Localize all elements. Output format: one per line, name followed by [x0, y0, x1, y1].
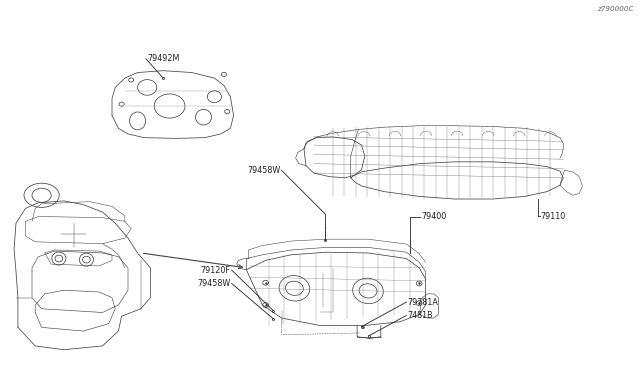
- Text: 79458W: 79458W: [197, 279, 230, 288]
- Text: z790000C: z790000C: [597, 6, 634, 12]
- Text: 79781A: 79781A: [408, 298, 438, 307]
- Text: 79110: 79110: [541, 212, 566, 221]
- Text: 7481B: 7481B: [408, 311, 433, 320]
- Text: 79458W: 79458W: [247, 166, 280, 175]
- Text: 79492M: 79492M: [147, 54, 180, 63]
- Text: 79120F: 79120F: [200, 266, 230, 275]
- Text: 79400: 79400: [422, 212, 447, 221]
